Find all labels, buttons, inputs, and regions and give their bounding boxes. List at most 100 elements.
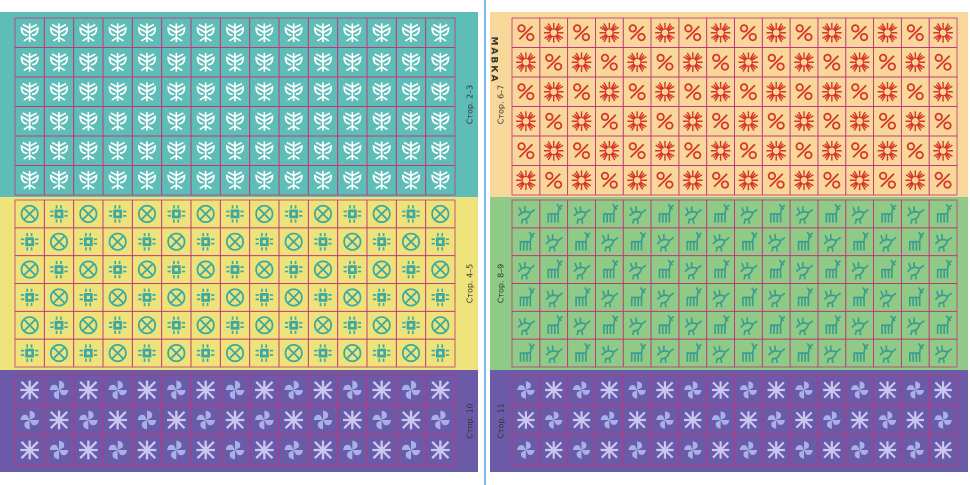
sticker-icon (599, 440, 620, 460)
sticker-cell (928, 434, 958, 466)
sticker-icon (543, 440, 564, 460)
sticker-icon (543, 81, 565, 103)
sticker-icon (598, 81, 620, 103)
sticker-icon (710, 380, 731, 400)
sticker-icon (654, 81, 676, 103)
section-bg (490, 12, 968, 197)
sticker-icon (765, 140, 787, 162)
sticker-icon (515, 410, 536, 430)
sticker-icon (876, 22, 899, 44)
sticker-icon (400, 409, 422, 431)
sticker-grid (511, 17, 958, 196)
sticker-icon (766, 380, 787, 400)
sticker-icon (195, 439, 217, 461)
sticker-cell (425, 434, 456, 466)
sticker-icon (710, 81, 732, 103)
sticker-icon (515, 169, 537, 191)
sticker-icon (821, 81, 843, 103)
sticker-icon (570, 169, 593, 191)
sticker-icon (253, 439, 275, 461)
sticker-icon (626, 51, 648, 73)
sticker-icon (136, 439, 158, 461)
sticker-icon (877, 380, 898, 400)
sticker-icon (253, 379, 275, 401)
sticker-icon (933, 440, 954, 460)
sticker-icon (765, 22, 787, 44)
sticker-icon (543, 380, 564, 400)
sticker-grid (14, 199, 456, 368)
sticker-icon (793, 51, 815, 73)
sticker-icon (682, 169, 704, 191)
sticker-cell (425, 165, 456, 196)
sticker-icon (599, 380, 620, 400)
sticker-icon (371, 439, 393, 461)
sticker-icon (598, 140, 620, 162)
sticker-icon (849, 110, 871, 132)
sticker-icon (429, 379, 451, 401)
sticker-icon (682, 410, 703, 430)
sticker-icon (738, 410, 759, 430)
sticker-icon (19, 379, 41, 401)
sticker-icon (543, 22, 565, 44)
sticker-icon (107, 409, 129, 431)
sticker-icon (165, 409, 187, 431)
sticker-icon (283, 409, 305, 431)
sticker-icon (429, 439, 451, 461)
sticker-icon (932, 22, 954, 44)
section-label: Стор. 6–7 (497, 85, 506, 124)
sticker-grid (511, 199, 958, 368)
sticker-icon (933, 380, 954, 400)
sticker-icon (904, 51, 926, 73)
sticker-icon (821, 380, 842, 400)
sticker-icon (904, 110, 926, 132)
sticker-icon (932, 81, 954, 103)
section-label: Стор. 10 (466, 403, 475, 438)
sticker-icon (877, 440, 898, 460)
sticker-icon (737, 110, 759, 132)
sticker-cell (928, 338, 958, 368)
sticker-icon (932, 140, 954, 162)
sticker-icon (765, 81, 787, 103)
sticker-icon (904, 169, 926, 191)
sticker-icon (710, 22, 732, 44)
sticker-icon (849, 169, 871, 191)
sticker-icon (737, 169, 759, 191)
sticker-icon (821, 140, 843, 162)
sticker-icon (77, 439, 99, 461)
sticker-icon (195, 379, 217, 401)
sticker-icon (136, 379, 158, 401)
sticker-icon (876, 140, 899, 162)
sticker-icon (876, 81, 899, 103)
section-label: Стор. 2–3 (466, 85, 475, 124)
sticker-grid (511, 374, 958, 466)
sticker-icon (682, 51, 704, 73)
section-bg (0, 12, 478, 197)
sticker-icon (710, 140, 732, 162)
section-label: Стор. 11 (497, 403, 506, 438)
sticker-grid (14, 374, 456, 466)
sticker-grid (14, 17, 456, 196)
sticker-icon (571, 410, 592, 430)
sticker-icon (312, 379, 334, 401)
sticker-icon (654, 22, 676, 44)
logo: МАВКА (489, 36, 499, 83)
sticker-icon (821, 22, 843, 44)
sticker-icon (737, 51, 759, 73)
sticker-icon (710, 440, 731, 460)
sticker-icon (849, 410, 870, 430)
sticker-icon (766, 440, 787, 460)
sticker-icon (341, 409, 363, 431)
sticker-icon (543, 140, 565, 162)
sticker-icon (793, 169, 815, 191)
sticker-icon (19, 439, 41, 461)
sticker-icon (224, 409, 246, 431)
sticker-icon (312, 439, 334, 461)
sticker-icon (905, 410, 926, 430)
sticker-icon (48, 409, 70, 431)
sticker-icon (682, 110, 704, 132)
section-label: Стор. 8–9 (497, 264, 506, 303)
sticker-cell (425, 338, 456, 368)
sticker-icon (515, 110, 537, 132)
